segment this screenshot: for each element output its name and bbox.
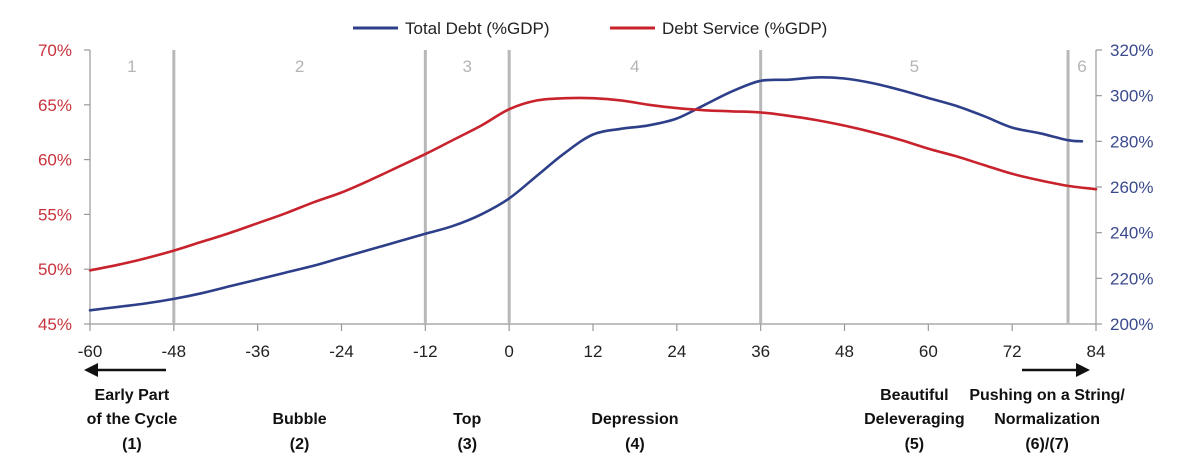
- x-tick-label: 48: [835, 342, 854, 361]
- stage-label-line: Pushing on a String/: [969, 387, 1125, 404]
- stage-label-line: Bubble: [272, 411, 326, 428]
- stage-label-line: Beautiful: [880, 387, 948, 404]
- stage-label-line: (1): [122, 436, 142, 453]
- x-tick-label: -36: [245, 342, 270, 361]
- phase-dividers: 1 2 3 4 5 6: [127, 50, 1087, 324]
- stage-label-group: Pushing on a String/Normalization (6)/(7): [969, 363, 1125, 453]
- right-arrow-head: [1076, 363, 1090, 377]
- series-line-debt-service: [88, 96, 1098, 272]
- stage-label-group: Top (3): [453, 411, 481, 453]
- right-tick-label: 320%: [1110, 41, 1153, 60]
- x-tick-label: 24: [667, 342, 686, 361]
- stage-label-line: (4): [625, 436, 645, 453]
- legend-label-total-debt: Total Debt (%GDP): [405, 19, 550, 38]
- x-tick-label: -48: [162, 342, 187, 361]
- left-tick-label: 70%: [38, 41, 72, 60]
- x-tick-label: 36: [751, 342, 770, 361]
- stage-label-line: (6)/(7): [1025, 436, 1069, 453]
- phase-number: 1: [127, 57, 136, 76]
- stage-label-group: Beautiful Deleveraging (5): [864, 387, 964, 453]
- left-tick-label: 55%: [38, 205, 72, 224]
- x-tick-label: 84: [1087, 342, 1106, 361]
- right-tick-label: 200%: [1110, 315, 1153, 334]
- stage-label-group: Early Part of the Cycle (1): [84, 363, 177, 453]
- x-tick-label: 72: [1003, 342, 1022, 361]
- right-tick-label: 240%: [1110, 224, 1153, 243]
- legend: Total Debt (%GDP) Debt Service (%GDP): [353, 19, 827, 38]
- phase-number: 6: [1077, 57, 1086, 76]
- stage-label-line: of the Cycle: [87, 411, 178, 428]
- phase-number: 4: [630, 57, 639, 76]
- right-tick-label: 300%: [1110, 87, 1153, 106]
- left-arrow-head: [84, 363, 98, 377]
- phase-number: 3: [463, 57, 472, 76]
- stage-label-line: Depression: [591, 411, 678, 428]
- x-tick-label: -12: [413, 342, 438, 361]
- stage-label-line: Early Part: [95, 387, 170, 404]
- axes: 45%50%55%60%65%70%200%220%240%260%280%30…: [38, 41, 1154, 361]
- stage-label-group: Bubble (2): [272, 411, 326, 453]
- stage-label-line: (2): [290, 436, 310, 453]
- legend-label-debt-service: Debt Service (%GDP): [662, 19, 827, 38]
- x-tick-label: 60: [919, 342, 938, 361]
- right-tick-label: 220%: [1110, 269, 1153, 288]
- phase-number: 5: [910, 57, 919, 76]
- stage-labels: Early Part of the Cycle (1) Bubble (2) Top (3)…: [84, 363, 1125, 453]
- left-tick-label: 50%: [38, 260, 72, 279]
- stage-label-line: Top: [453, 411, 481, 428]
- x-tick-label: 0: [504, 342, 513, 361]
- series-line-total-debt: [88, 76, 1084, 312]
- left-tick-label: 45%: [38, 315, 72, 334]
- stage-label-group: Depression (4): [591, 411, 678, 453]
- stage-label-line: Normalization: [994, 411, 1100, 428]
- stage-label-line: (3): [457, 436, 477, 453]
- x-tick-label: -24: [329, 342, 354, 361]
- stage-label-line: Deleveraging: [864, 411, 964, 428]
- left-tick-label: 60%: [38, 151, 72, 170]
- x-tick-label: -60: [78, 342, 103, 361]
- series-lines: [88, 76, 1098, 312]
- stage-label-line: (5): [905, 436, 925, 453]
- right-tick-label: 260%: [1110, 178, 1153, 197]
- phase-number: 2: [295, 57, 304, 76]
- right-tick-label: 280%: [1110, 132, 1153, 151]
- x-tick-label: 12: [584, 342, 603, 361]
- left-tick-label: 65%: [38, 96, 72, 115]
